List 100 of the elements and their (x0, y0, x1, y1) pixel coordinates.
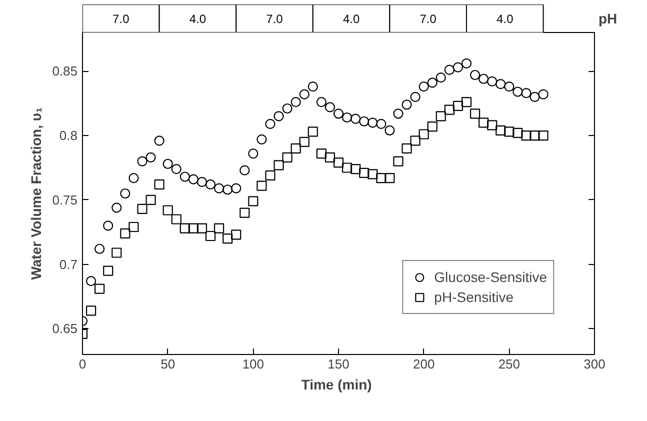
point (350, 114, 361, 124)
point (205, 179, 216, 190)
point (418, 82, 429, 92)
point (384, 172, 395, 184)
point (299, 136, 310, 148)
point (376, 118, 386, 129)
point (496, 78, 506, 90)
point (410, 136, 420, 146)
x-tick-label: 50 (160, 356, 176, 372)
point (231, 230, 242, 240)
point (452, 62, 464, 72)
point (538, 89, 548, 100)
point (359, 116, 370, 126)
point (530, 92, 540, 102)
y-tick-label: 0.7 (59, 256, 78, 272)
point (393, 156, 404, 166)
point (342, 112, 352, 123)
y-tick-label: 0.8 (59, 128, 78, 144)
point (162, 205, 173, 216)
point (162, 158, 173, 169)
point (324, 102, 336, 112)
point (196, 223, 208, 234)
point (521, 88, 532, 98)
point (240, 208, 250, 218)
point (427, 78, 438, 88)
point (436, 72, 446, 83)
point (521, 130, 532, 141)
point (444, 104, 454, 115)
y-axis-title: Water Volume Fraction, υ₁ (28, 106, 44, 280)
x-tick-label: 200 (412, 356, 435, 372)
point (470, 108, 480, 119)
point (384, 125, 395, 136)
point (171, 214, 182, 224)
point (350, 164, 361, 174)
point (504, 126, 514, 137)
point (128, 222, 139, 232)
band-label: 4.0 (496, 12, 514, 26)
point (368, 169, 378, 180)
point (265, 170, 276, 181)
point (171, 164, 182, 174)
band-label: 7.0 (112, 12, 130, 26)
point (222, 234, 233, 244)
point (120, 228, 130, 238)
point (94, 284, 105, 294)
point (137, 204, 148, 214)
x-tick-label: 0 (78, 356, 86, 372)
y-tick-label: 0.65 (52, 321, 78, 336)
point (180, 223, 190, 234)
point (504, 82, 514, 92)
point (316, 97, 326, 108)
x-tick-label: 300 (584, 356, 606, 372)
point (461, 97, 472, 108)
point (180, 172, 190, 182)
x-tick-label: 100 (242, 356, 264, 372)
point (120, 188, 130, 199)
band-label: 7.0 (420, 12, 437, 26)
point (512, 86, 523, 97)
point (402, 143, 412, 154)
point (342, 162, 352, 173)
point (248, 196, 258, 206)
y-tick-label: 0.85 (52, 64, 78, 79)
point (478, 74, 489, 84)
point (299, 89, 310, 100)
point (205, 230, 216, 242)
point (418, 129, 429, 140)
point (146, 194, 156, 205)
point (359, 168, 370, 178)
point (368, 118, 378, 128)
point (94, 244, 105, 254)
point (282, 103, 292, 114)
legend-label: Glucose-Sensitive (434, 269, 547, 285)
point (86, 306, 96, 316)
point (256, 180, 267, 191)
point (274, 111, 284, 122)
point (154, 179, 164, 190)
legend-label: pH-Sensitive (434, 289, 514, 305)
point (103, 266, 114, 276)
x-tick-label: 150 (328, 356, 350, 372)
point (402, 100, 412, 110)
x2-axis-title: pH (598, 10, 618, 26)
x-tick-label: 250 (498, 356, 520, 372)
point (214, 183, 224, 194)
point (478, 118, 489, 128)
point (316, 148, 326, 159)
point (452, 100, 464, 111)
point (410, 92, 420, 102)
point (112, 202, 122, 213)
point (324, 152, 336, 162)
point (112, 248, 122, 258)
point (333, 108, 344, 119)
point (393, 108, 404, 119)
point (265, 118, 276, 129)
point (333, 158, 344, 168)
point (376, 172, 386, 184)
point (137, 156, 148, 166)
point (436, 111, 446, 122)
point (274, 160, 284, 170)
point (103, 220, 114, 231)
point (470, 70, 480, 80)
point (256, 134, 267, 144)
